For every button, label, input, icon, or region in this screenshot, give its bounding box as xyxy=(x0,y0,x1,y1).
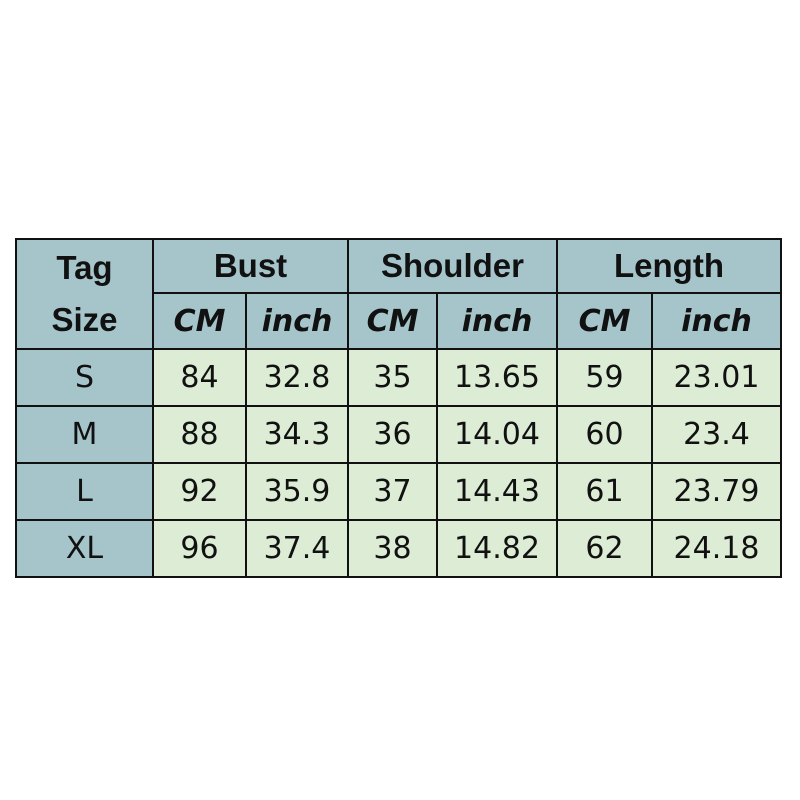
length-cm-cell: 61 xyxy=(556,462,653,521)
bust-cm-cell: 96 xyxy=(152,519,247,578)
table-row: XL 96 37.4 38 14.82 62 24.18 xyxy=(15,519,782,578)
length-in-cell: 23.01 xyxy=(651,348,782,407)
bust-in-cell: 35.9 xyxy=(245,462,349,521)
size-cell: L xyxy=(15,462,154,521)
length-in-cell: 23.4 xyxy=(651,405,782,464)
bust-cm-cell: 84 xyxy=(152,348,247,407)
size-chart-table: Tag Size Bust Shoulder Length CM inch CM… xyxy=(15,238,782,578)
length-in-cell: 23.79 xyxy=(651,462,782,521)
size-cell: S xyxy=(15,348,154,407)
shoulder-cm-cell: 37 xyxy=(347,462,438,521)
bust-header: Bust xyxy=(152,238,349,294)
length-cm-cell: 59 xyxy=(556,348,653,407)
shoulder-cm-cell: 36 xyxy=(347,405,438,464)
size-cell: M xyxy=(15,405,154,464)
length-cm-header: CM xyxy=(556,292,653,350)
shoulder-cm-cell: 38 xyxy=(347,519,438,578)
length-inch-header: inch xyxy=(651,292,782,350)
table-row: S 84 32.8 35 13.65 59 23.01 xyxy=(15,348,782,407)
bust-cm-cell: 92 xyxy=(152,462,247,521)
shoulder-header: Shoulder xyxy=(347,238,558,294)
size-cell: XL xyxy=(15,519,154,578)
length-cm-cell: 62 xyxy=(556,519,653,578)
bust-in-cell: 32.8 xyxy=(245,348,349,407)
length-cm-cell: 60 xyxy=(556,405,653,464)
length-header: Length xyxy=(556,238,782,294)
shoulder-in-cell: 14.04 xyxy=(436,405,558,464)
table-row: M 88 34.3 36 14.04 60 23.4 xyxy=(15,405,782,464)
table-row: L 92 35.9 37 14.43 61 23.79 xyxy=(15,462,782,521)
tag-size-header: Tag Size xyxy=(15,238,154,350)
bust-cm-header: CM xyxy=(152,292,247,350)
bust-cm-cell: 88 xyxy=(152,405,247,464)
shoulder-in-cell: 14.43 xyxy=(436,462,558,521)
bust-in-cell: 34.3 xyxy=(245,405,349,464)
bust-in-cell: 37.4 xyxy=(245,519,349,578)
bust-inch-header: inch xyxy=(245,292,349,350)
shoulder-in-cell: 13.65 xyxy=(436,348,558,407)
shoulder-inch-header: inch xyxy=(436,292,558,350)
length-in-cell: 24.18 xyxy=(651,519,782,578)
shoulder-cm-cell: 35 xyxy=(347,348,438,407)
shoulder-cm-header: CM xyxy=(347,292,438,350)
shoulder-in-cell: 14.82 xyxy=(436,519,558,578)
